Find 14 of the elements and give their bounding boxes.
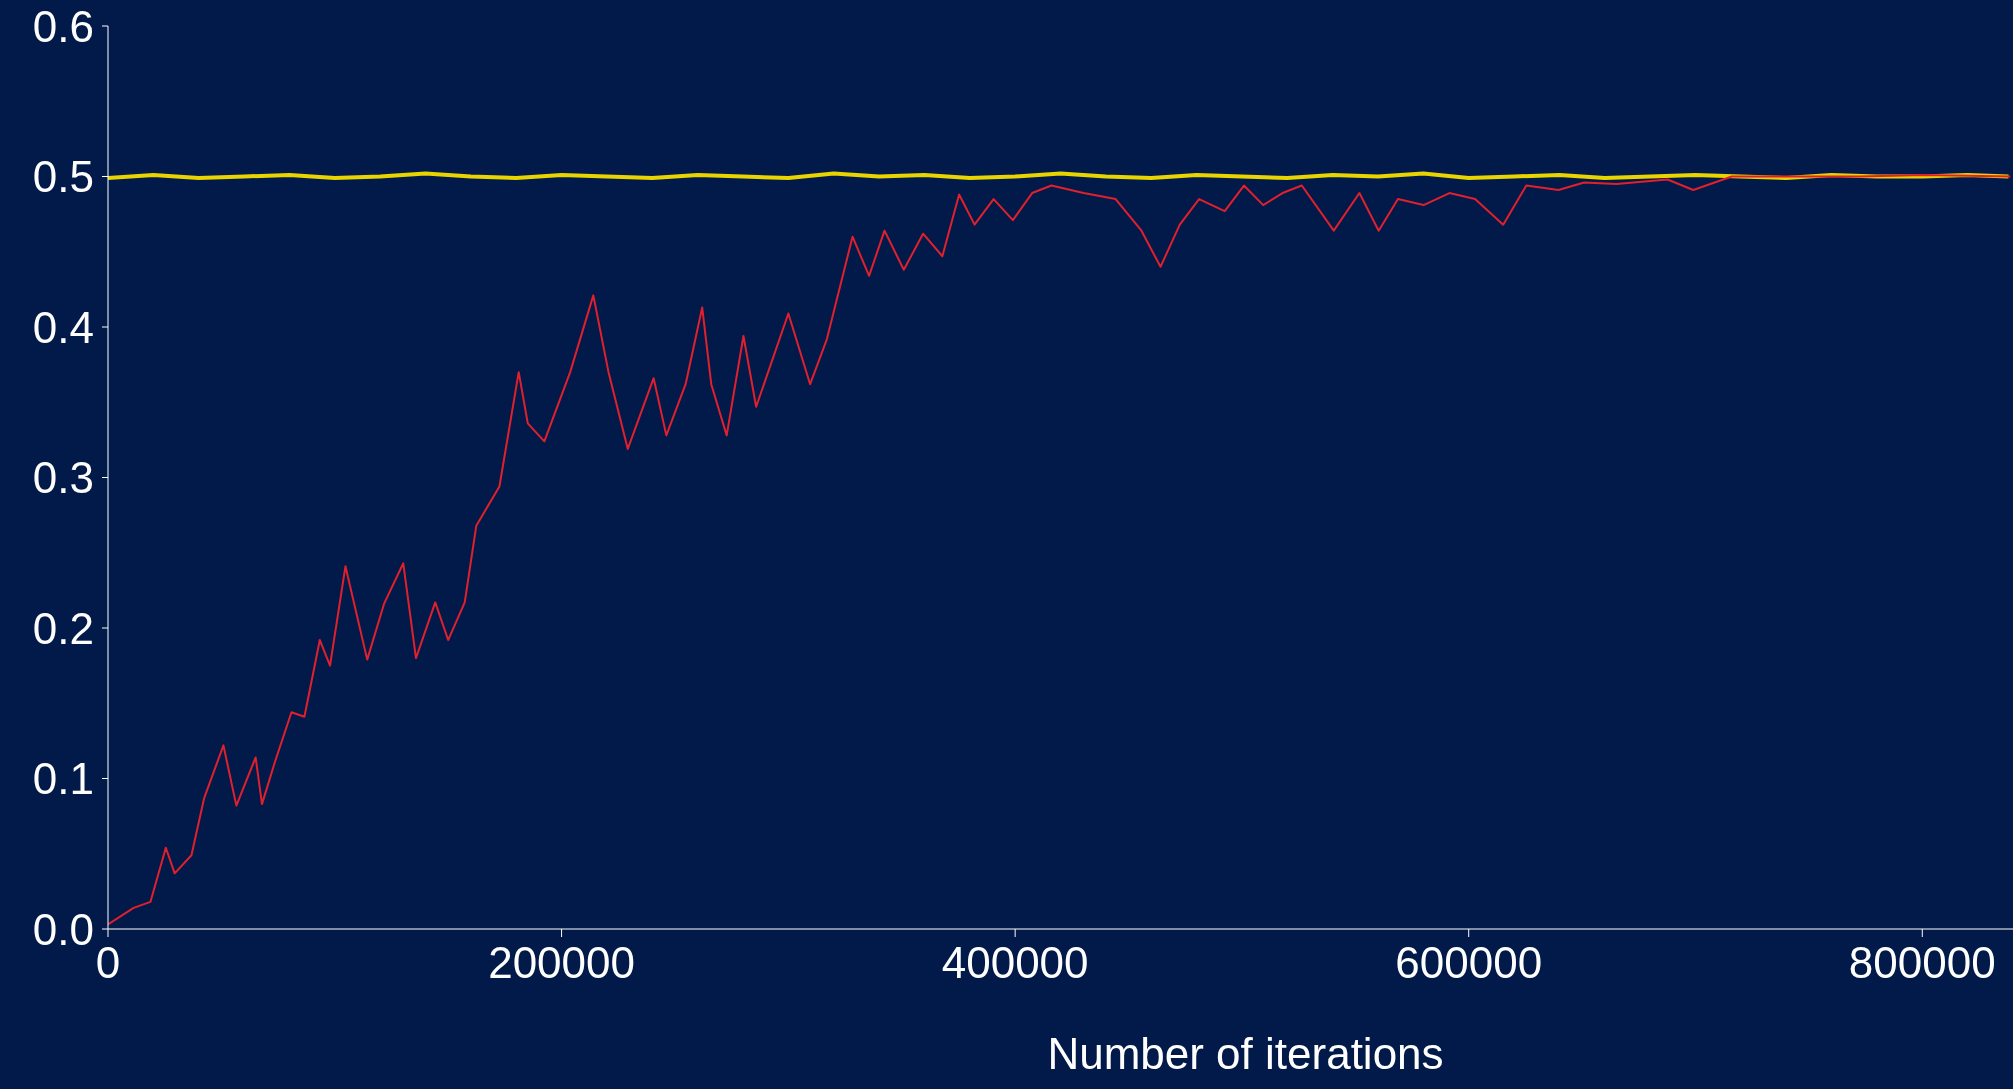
y-tick-label: 0.4	[32, 302, 94, 352]
x-tick-label: 200000	[488, 938, 635, 988]
y-tick-label: 0.5	[32, 152, 94, 202]
y-tick-label: 0.2	[32, 603, 94, 653]
y-tick-label: 0.6	[32, 1, 94, 51]
x-tick-label: 600000	[1395, 938, 1543, 988]
x-tick-label: 400000	[941, 938, 1089, 988]
y-tick-label: 0.1	[32, 754, 94, 804]
x-tick-label: 0	[95, 938, 121, 988]
x-axis-title: Number of iterations	[1047, 1029, 1444, 1078]
y-tick-label: 0.0	[32, 904, 94, 954]
line-series	[108, 174, 2012, 926]
y-tick-label: 0.3	[32, 453, 94, 503]
x-tick-label: 800000	[1848, 938, 1996, 988]
